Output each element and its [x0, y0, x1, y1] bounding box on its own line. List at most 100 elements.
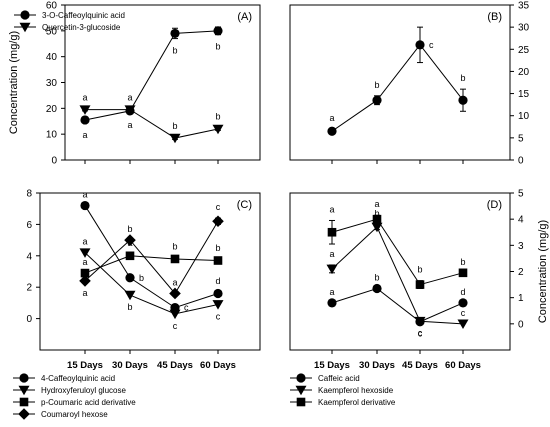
data-point [327, 126, 337, 136]
plot-frame [39, 192, 261, 351]
significance-label: a [329, 113, 334, 123]
panel-label: (D) [487, 199, 502, 211]
series-4: a b a c [79, 202, 224, 300]
significance-label: a [127, 92, 132, 102]
data-point [371, 222, 383, 233]
panel-label: (B) [487, 11, 502, 23]
y-axis-label: Concentration (mg/g) [8, 31, 20, 134]
legend-label: Caffeic acid [318, 374, 360, 383]
y-tick-label: 10 [46, 130, 58, 141]
legend-marker [18, 408, 30, 420]
legend-marker [296, 373, 306, 383]
y-tick-label: 0 [26, 314, 32, 325]
significance-label: b [460, 73, 465, 83]
y-tick-label: 1 [518, 293, 524, 304]
data-point [169, 287, 181, 300]
y-tick-label: 8 [26, 189, 32, 200]
data-point [457, 319, 469, 330]
legend-marker [19, 373, 29, 383]
plot-frame [289, 4, 511, 161]
data-point [415, 280, 425, 289]
significance-label: b [374, 208, 379, 218]
data-point [414, 316, 426, 327]
data-point [212, 215, 224, 228]
data-point [125, 273, 135, 283]
significance-label: b [127, 302, 132, 312]
x-tick-label: 30 Days [359, 360, 395, 371]
series-line [331, 218, 464, 286]
data-point [79, 105, 91, 115]
x-tick-label: 15 Days [314, 360, 350, 371]
significance-label: a [329, 204, 334, 214]
data-point [212, 124, 224, 135]
y-tick-label: 0 [51, 156, 57, 167]
significance-label: b [215, 42, 220, 52]
significance-label: a [82, 288, 87, 298]
x-tick-label: 15 Days [67, 360, 103, 371]
legend-marker [19, 22, 31, 33]
series-line [84, 252, 219, 315]
data-point [458, 95, 468, 105]
series-line [84, 221, 219, 295]
y-tick-label: 6 [26, 220, 32, 231]
significance-label: c [173, 321, 178, 331]
series-line [84, 30, 219, 121]
data-point [125, 251, 135, 261]
series-line [84, 255, 219, 274]
data-point [372, 95, 382, 105]
y-tick-label: 30 [518, 23, 530, 34]
significance-label: c [429, 40, 434, 50]
legend-marker [18, 385, 30, 396]
y-tick-label: 4 [26, 251, 32, 262]
legend-marker [296, 397, 306, 407]
data-point [458, 298, 468, 308]
legend: 4-Caffeoylquinic acid Hydroxyferuloyl glu… [13, 373, 136, 420]
data-point [327, 298, 337, 308]
significance-label: a [82, 92, 87, 102]
y-tick-label: 2 [26, 283, 32, 294]
y-tick-label: 25 [518, 45, 530, 56]
legend-label: Hydroxyferuloyl glucose [41, 386, 126, 395]
data-point [79, 275, 91, 287]
significance-label: c [184, 303, 189, 313]
series-line [84, 205, 219, 309]
data-point [80, 115, 90, 125]
x-tick-label: 60 Days [200, 360, 236, 371]
data-point [213, 26, 223, 36]
legend: Caffeic acid Kaempferol hexoside Kaempfero… [290, 373, 396, 407]
series-1: a b c d [80, 190, 223, 313]
data-point [372, 214, 382, 224]
significance-label: b [172, 241, 177, 251]
legend-marker [295, 385, 307, 396]
legend-label: 3-O-Caffeoylquinic acid [42, 11, 125, 20]
significance-label: c [216, 311, 221, 321]
significance-label: b [215, 112, 220, 122]
x-tick-label: 45 Days [402, 360, 438, 371]
data-point [80, 200, 90, 211]
legend-label: Kaempferol hexoside [318, 386, 394, 395]
legend-label: 4-Caffeoylquinic acid [41, 374, 115, 383]
x-tick-label: 45 Days [157, 360, 193, 371]
legend-label: Coumaroyl hexose [41, 410, 108, 419]
data-point [212, 300, 224, 310]
data-point [124, 290, 136, 301]
significance-label: b [172, 121, 177, 131]
data-point [80, 268, 90, 278]
legend-label: p-Coumaric acid derivative [41, 398, 136, 407]
panel-4: 0 1 2 3 4 5 15 Days 30 Days 45 Days 60 Days Concen… [289, 189, 549, 407]
data-point [124, 234, 136, 246]
y-tick-label: 2 [518, 267, 524, 278]
x-tick-label: 30 Days [112, 360, 148, 371]
significance-label: d [460, 287, 465, 297]
significance-label: a [329, 287, 334, 297]
significance-label: a [374, 199, 379, 209]
data-point [124, 105, 136, 115]
significance-label: a [172, 277, 177, 287]
plot-frame [289, 192, 511, 351]
significance-label: a [329, 249, 334, 259]
legend-label: Kaempferol derivative [318, 398, 396, 407]
series-1: a b c d [327, 273, 468, 339]
